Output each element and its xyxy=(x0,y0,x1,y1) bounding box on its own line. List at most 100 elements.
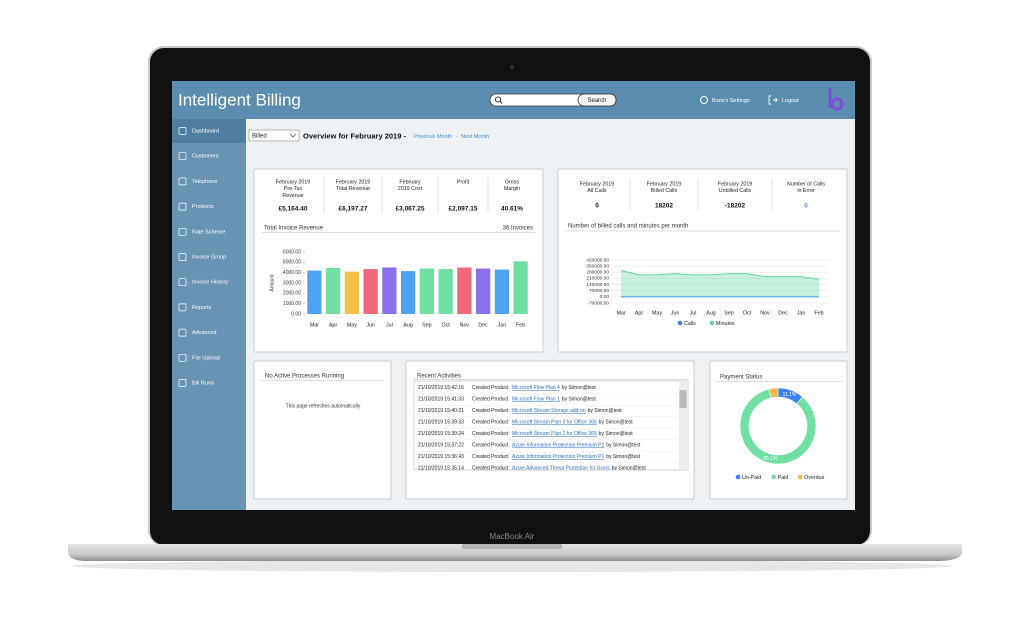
activity-row: 21/10/2019 15:36:43 Created Product Azure … xyxy=(418,454,641,460)
menu-item[interactable]: Products xyxy=(192,204,214,210)
menu-icon xyxy=(178,353,187,362)
activity-product[interactable]: Azure Advanced Threat Protection for Use… xyxy=(512,466,610,472)
activity-product[interactable]: Azure Information Protection Premium P2 xyxy=(512,443,604,449)
x-tick-label: Feb xyxy=(814,310,823,316)
stat-value: £6,197.27 xyxy=(339,206,368,213)
laptop-base xyxy=(68,544,962,561)
stat-label: Profit xyxy=(457,179,470,185)
panel-title: No Active Processes Running xyxy=(265,374,344,380)
info-text: This page refreshes automatically xyxy=(286,403,361,409)
search-button-label[interactable]: Search xyxy=(587,98,606,104)
x-tick-label: Oct xyxy=(743,310,752,316)
menu-icon xyxy=(178,379,187,387)
stat-label: All Calls xyxy=(587,188,606,194)
stat-label: Number of Calls xyxy=(787,181,825,187)
donut-segment xyxy=(739,388,817,465)
search-icon xyxy=(494,96,502,103)
stat-label: February 2019 xyxy=(580,181,615,187)
activity-user: by Simon@test xyxy=(599,420,634,426)
filter-select[interactable] xyxy=(248,129,300,142)
y-tick-label: -70000.00 xyxy=(587,300,609,306)
panels xyxy=(253,168,848,500)
logout-link[interactable]: Logout xyxy=(782,98,799,104)
activity-action: Created Product xyxy=(472,443,509,449)
stat-value: 0 xyxy=(804,203,808,210)
settings-link[interactable]: Boris's Settings xyxy=(712,98,750,104)
chart-note: 36 Invoices xyxy=(503,226,533,232)
activity-time: 21/10/2019 15:36:43 xyxy=(418,454,464,460)
y-tick-label: 140000.00 xyxy=(586,282,609,288)
data-label: 11.1% xyxy=(783,392,797,398)
menu-icon xyxy=(178,278,187,287)
activity-action: Created Product xyxy=(472,454,509,460)
x-tick-label: Jul xyxy=(690,310,697,316)
menu-icon xyxy=(178,303,187,312)
stat-label: Margin xyxy=(504,186,520,192)
y-tick-label: 280000.00 xyxy=(586,270,609,276)
x-tick-label: Jul xyxy=(386,322,393,328)
menu-item[interactable]: Invoice Group xyxy=(192,254,226,260)
menu-item[interactable]: Dashboard xyxy=(192,128,219,134)
data-label: 85.1% xyxy=(763,456,778,462)
app-title: Intelligent Billing xyxy=(178,90,301,109)
x-tick-label: Nov xyxy=(760,310,770,316)
activity-user: by Simon@test xyxy=(606,443,641,449)
menu-item[interactable]: File Upload xyxy=(192,355,220,361)
revenue-panel xyxy=(253,168,544,353)
filter-value[interactable]: Billed xyxy=(252,134,267,140)
separator: - xyxy=(456,134,458,140)
logout-icon[interactable] xyxy=(768,95,778,105)
bar xyxy=(513,261,528,314)
menu-item[interactable]: Bill Runs xyxy=(192,380,214,386)
stat-label: Total Revenue xyxy=(336,186,370,192)
next-month[interactable]: Next Month xyxy=(461,134,489,140)
activity-action: Created Product xyxy=(472,408,509,414)
menu-item[interactable]: Customers xyxy=(192,154,219,160)
legend-swatch xyxy=(797,474,803,480)
settings-icon[interactable] xyxy=(700,96,708,104)
activity-action: Created Product xyxy=(472,385,509,391)
activity-product[interactable]: Microsoft Flow Plan 1 xyxy=(512,397,560,403)
x-tick-label: Feb xyxy=(516,322,525,328)
x-tick-label: Jan xyxy=(498,322,507,328)
scrollbar[interactable] xyxy=(679,382,687,469)
bar xyxy=(438,269,453,314)
menu-item[interactable]: Telephone xyxy=(192,179,217,185)
y-tick-label: 3000.00 xyxy=(283,280,301,286)
activity-user: by Simon@test xyxy=(599,431,634,437)
menu-icon xyxy=(178,328,187,337)
select-chevron xyxy=(289,133,297,138)
logo xyxy=(830,97,844,111)
activity-user: by Simon@test xyxy=(588,408,623,414)
menu-item[interactable]: Reports xyxy=(192,305,212,311)
legend-swatch xyxy=(735,474,741,480)
menu-item[interactable]: Rate Scheme xyxy=(192,229,225,235)
x-tick-label: Mar xyxy=(310,322,319,328)
activity-product[interactable]: Microsoft Stream Plan 3 for Office 365 xyxy=(512,420,597,426)
activity-list[interactable] xyxy=(413,380,689,471)
x-tick-label: Dec xyxy=(778,310,788,316)
scroll-thumb[interactable] xyxy=(679,390,687,408)
stat-label: February 2019 xyxy=(718,181,753,187)
activity-time: 21/10/2019 15:39:24 xyxy=(418,431,464,437)
activity-time: 21/10/2019 15:41:33 xyxy=(418,397,464,403)
stat-value: 18202 xyxy=(655,203,673,210)
activity-product[interactable]: Microsoft Stream Plan 2 for Office 365 xyxy=(512,431,597,437)
menu-item[interactable]: Advanced xyxy=(192,330,216,336)
activity-product[interactable]: Azure Information Protection Premium P1 xyxy=(512,454,604,460)
previous-month[interactable]: Previous Month xyxy=(414,134,452,140)
activity-product[interactable]: Microsoft Stream Storage add-on xyxy=(512,408,586,414)
menu-item[interactable]: Invoice History xyxy=(192,280,228,286)
stat-label: February xyxy=(399,179,421,185)
search-button[interactable] xyxy=(577,93,617,107)
legend-swatch xyxy=(709,320,715,326)
activity-row: 21/10/2019 15:35:14 Created Product Azure … xyxy=(418,466,646,472)
bar xyxy=(326,268,341,314)
laptop-label: MacBook Air xyxy=(490,532,535,541)
stat-label: February 2019 xyxy=(276,179,311,185)
stat-value: -18202 xyxy=(725,203,746,210)
menu-icon xyxy=(178,227,187,236)
menu-icon xyxy=(178,127,187,135)
x-tick-label: Jun xyxy=(671,310,680,316)
activity-product[interactable]: Microsoft Flow Plan 4 xyxy=(512,385,560,391)
